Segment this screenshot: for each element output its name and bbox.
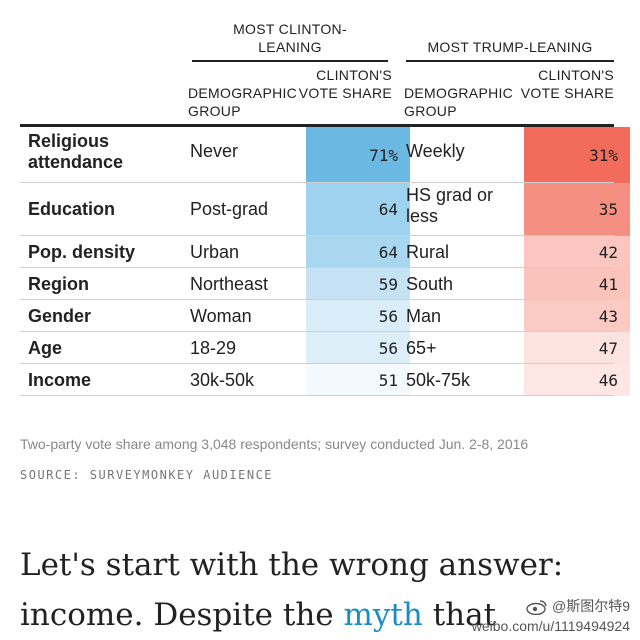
row-divider [20,299,614,300]
trump-demographic-cell: Weekly [406,141,465,161]
clinton-share-value: 71% [369,145,398,165]
trump-share-cell: 42 [524,236,630,268]
trump-demographic-cell: Man [406,305,442,326]
trump-share-cell: 47 [524,332,630,364]
myth-link[interactable]: myth [343,597,423,633]
table-note: Two-party vote share among 3,048 respond… [20,436,529,452]
row-category: Region [28,273,89,294]
trump-header-rule [406,60,614,62]
trump-demographic-cell: Rural [406,241,450,262]
clinton-share-value: 59 [378,274,398,294]
weibo-watermark: @斯图尔特9 weibo.com/u/1119494924 [472,596,630,636]
clinton-demographic-cell: Woman [190,305,252,326]
table-row: Gender Woman 56 Man 43 [20,300,630,332]
row-category: Gender [28,305,92,326]
clinton-share-cell: 56 [306,332,410,364]
clinton-share-value: 64 [378,200,398,219]
trump-share-cell: 43 [524,300,630,332]
trump-share-cell: 46 [524,364,630,396]
row-divider [20,331,614,332]
trump-group-header-text: MOST TRUMP-LEANING [427,39,593,55]
table-top-rule [20,124,614,127]
trump-demo-column-header: DEMOGRAPHIC GROUP [404,85,514,119]
clinton-demographic-cell: Never [190,141,239,161]
article-body-text: Let's start with the wrong answer: incom… [20,540,630,640]
row-divider [20,182,614,183]
clinton-share-cell: 59 [306,268,410,300]
trump-share-value: 43 [598,306,618,326]
trump-share-value: 35 [598,200,618,219]
clinton-share-cell: 71% [306,127,410,183]
table-row: Education Post-grad 64 HS grad or less 35 [20,183,630,236]
clinton-demo-column-header: DEMOGRAPHIC GROUP [188,85,298,119]
clinton-share-value: 56 [378,338,398,358]
clinton-share-value: 51 [378,370,398,390]
watermark-handle: @斯图尔特9 [552,598,630,614]
trump-demographic-cell: 65+ [406,337,437,358]
table-row: Pop. density Urban 64 Rural 42 [20,236,630,268]
trump-share-value: 46 [598,370,618,390]
body-line-2-start: income. Despite the [20,597,344,633]
trump-share-cell: 41 [524,268,630,300]
table-row: Region Northeast 59 South 41 [20,268,630,300]
clinton-header-rule [192,60,388,62]
clinton-share-cell: 51 [306,364,410,396]
clinton-share-column-header: CLINTON'S VOTE SHARE [298,67,392,101]
row-category: Religious attendance [28,131,124,172]
clinton-demographic-cell: Urban [190,241,240,262]
body-line-1: Let's start with the wrong answer: [20,547,564,583]
watermark-url: weibo.com/u/1119494924 [471,618,630,634]
clinton-group-header: MOST CLINTON- LEANING [192,20,388,56]
clinton-share-cell: 64 [306,183,410,236]
clinton-share-cell: 64 [306,236,410,268]
clinton-demographic-cell: Northeast [190,273,269,294]
row-divider [20,267,614,268]
trump-share-column-header: CLINTON'S VOTE SHARE [520,67,614,101]
weibo-logo-icon [526,600,547,616]
table-row: Religious attendance Never 71% Weekly 31% [20,127,630,183]
clinton-demographic-cell: 30k-50k [190,369,255,390]
row-category: Income [28,369,92,390]
row-divider [20,395,614,396]
table-row: Income 30k-50k 51 50k-75k 46 [20,364,630,396]
clinton-group-header-text: MOST CLINTON- LEANING [233,21,347,55]
trump-share-cell: 31% [524,127,630,183]
trump-demographic-cell: HS grad or less [406,185,494,226]
body-line-2: income. Despite the myth that [20,590,630,640]
watermark-handle-line: @斯图尔特9 [472,596,630,616]
row-divider [20,363,614,364]
clinton-demographic-cell: 18-29 [190,337,237,358]
trump-share-value: 42 [598,242,618,262]
clinton-share-value: 64 [378,242,398,262]
trump-group-header: MOST TRUMP-LEANING [406,38,614,56]
row-category: Age [28,337,63,358]
trump-demographic-cell: 50k-75k [406,369,471,390]
clinton-share-value: 56 [378,306,398,326]
table-source: SOURCE: SURVEYMONKEY AUDIENCE [20,468,274,482]
row-category: Pop. density [28,241,136,262]
clinton-demographic-cell: Post-grad [190,199,269,219]
clinton-share-cell: 56 [306,300,410,332]
table-row: Age 18-29 56 65+ 47 [20,332,630,364]
trump-share-cell: 35 [524,183,630,236]
trump-demographic-cell: South [406,273,454,294]
trump-share-value: 47 [598,338,618,358]
trump-share-value: 41 [598,274,618,294]
row-category: Education [28,199,116,219]
row-divider [20,235,614,236]
body-line-2-end: that [422,597,497,633]
trump-share-value: 31% [589,145,618,165]
